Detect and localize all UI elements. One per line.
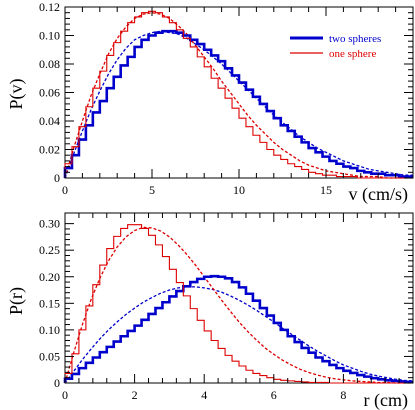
distance-x-tick-label: 6 [271, 388, 277, 402]
distance-y-tick-label: 0.10 [39, 323, 60, 337]
distance-histogram-one-sphere [64, 224, 413, 384]
distance-x-tick-label: 4 [201, 388, 207, 402]
velocity-x-tick-label: 15 [320, 183, 332, 197]
velocity-histogram-two-spheres [63, 29, 413, 178]
distance-axis-ticks: 0 0.05 0.10 0.15 0.20 0.25 0.30 0 2 4 6 8 [39, 213, 414, 402]
distance-y-tick-label: 0 [54, 376, 60, 390]
velocity-panel: 0 0.02 0.04 0.06 0.08 0.10 0.12 0 5 10 15 P(v) v (… [6, 0, 414, 205]
distance-fit-curves [64, 226, 414, 384]
velocity-y-tick-label: 0.10 [39, 29, 60, 43]
distance-y-tick-label: 0.05 [39, 349, 60, 363]
distance-x-tick-label: 2 [132, 388, 138, 402]
distance-x-tick-label: 8 [340, 388, 346, 402]
distance-histogram-two-spheres [63, 274, 413, 384]
legend-label-one-sphere: one sphere [329, 48, 376, 60]
distance-y-tick-label: 0.20 [39, 270, 60, 284]
velocity-x-axis-label: v (cm/s) [349, 184, 408, 205]
velocity-x-tick-label: 5 [149, 183, 155, 197]
velocity-histogram-one-sphere [64, 10, 413, 179]
distance-plot-frame [64, 212, 414, 384]
distance-panel: 0 0.05 0.10 0.15 0.20 0.25 0.30 0 2 4 6 8 P(r) r (c… [6, 212, 414, 410]
distance-y-tick-label: 0.30 [39, 217, 60, 231]
distance-x-axis-label: r (cm) [364, 390, 408, 410]
velocity-histograms [63, 10, 413, 179]
distance-y-tick-label: 0.15 [39, 296, 60, 310]
velocity-x-tick-label: 0 [62, 183, 68, 197]
legend-label-two-spheres: two spheres [329, 33, 381, 45]
velocity-y-axis-label: P(v) [6, 78, 27, 109]
velocity-y-tick-label: 0 [54, 171, 60, 185]
velocity-y-tick-label: 0.06 [39, 86, 60, 100]
distance-fit-curve-one-sphere [64, 226, 413, 384]
velocity-x-tick-label: 10 [233, 183, 245, 197]
legend: two spheres one sphere [290, 33, 381, 60]
velocity-fit-curves [64, 12, 413, 179]
distance-histograms [63, 224, 413, 384]
velocity-y-tick-label: 0.02 [39, 143, 60, 157]
velocity-y-tick-label: 0.12 [39, 0, 60, 14]
velocity-y-tick-label: 0.04 [39, 114, 60, 128]
distance-fit-curve-two-spheres [64, 286, 414, 384]
distance-x-tick-label: 0 [62, 388, 68, 402]
distance-y-tick-label: 0.25 [39, 243, 60, 257]
distance-y-axis-label: P(r) [6, 287, 27, 315]
velocity-axis-ticks: 0 0.02 0.04 0.06 0.08 0.10 0.12 0 5 10 15 [39, 0, 414, 197]
velocity-y-tick-label: 0.08 [39, 57, 60, 71]
velocity-fit-curve-one-sphere [64, 12, 413, 179]
